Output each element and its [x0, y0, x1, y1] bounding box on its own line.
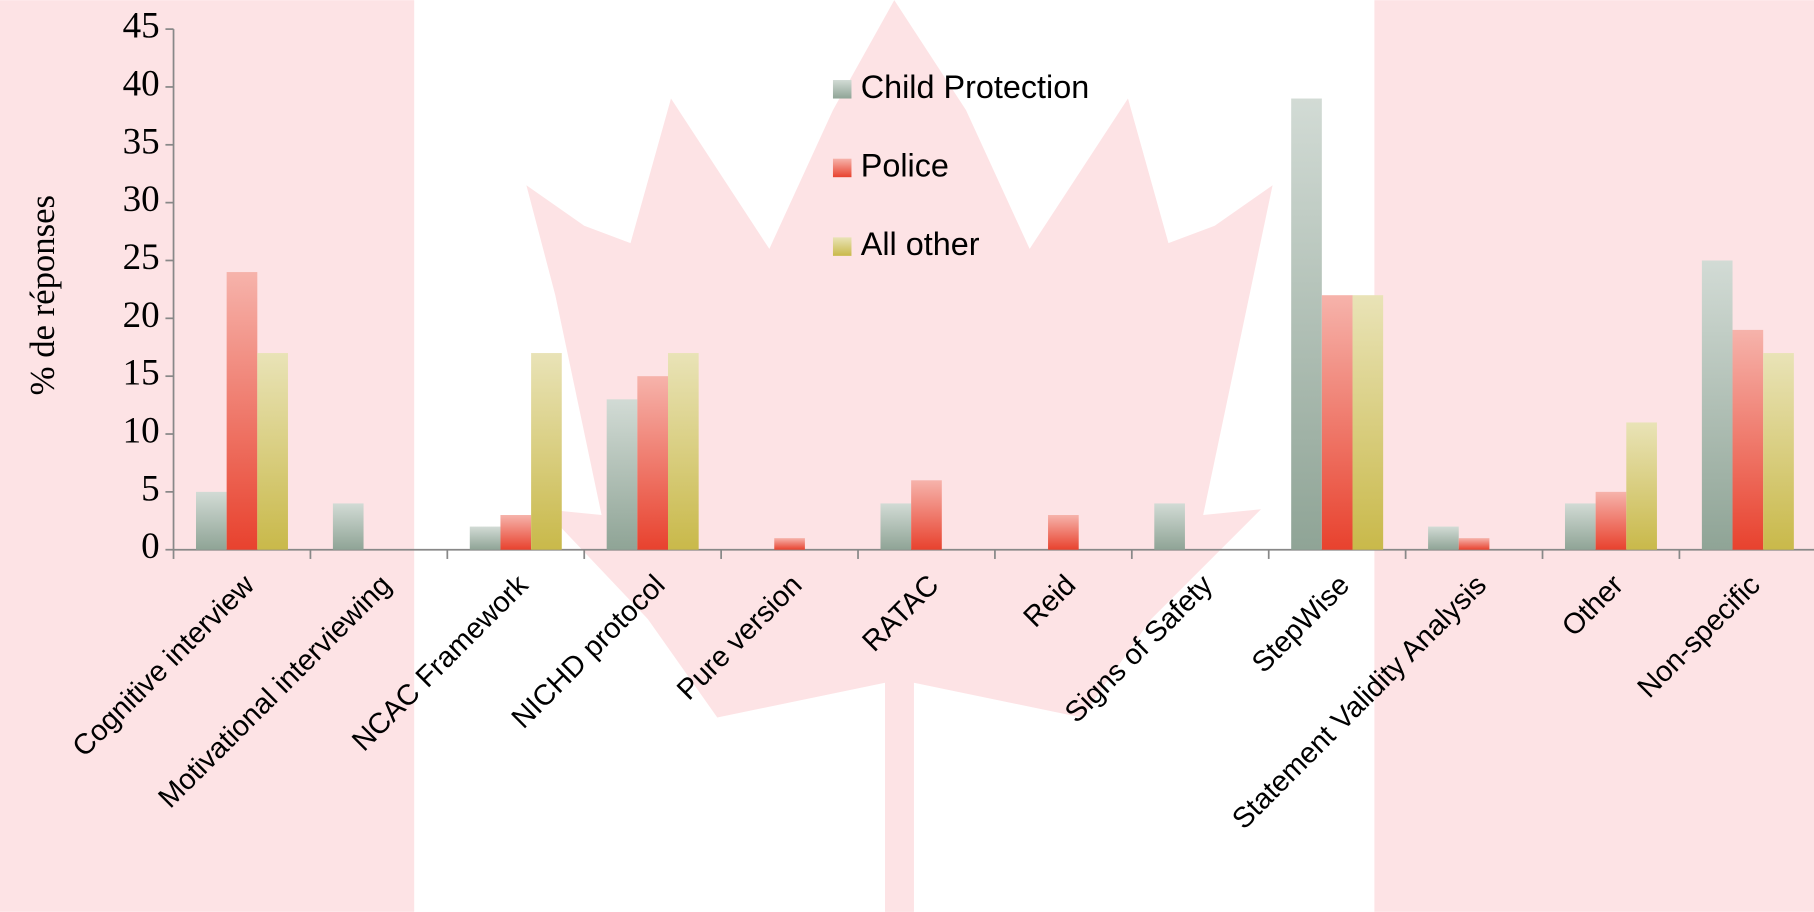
bar [637, 376, 669, 550]
bar [1048, 515, 1079, 550]
bar [226, 272, 258, 550]
bar [1428, 526, 1459, 550]
legend-swatch [832, 80, 852, 99]
bar [1732, 329, 1764, 550]
y-tick-label: 25 [123, 237, 160, 278]
y-tick-label: 10 [123, 411, 160, 452]
bar [774, 538, 805, 550]
bar [1321, 295, 1353, 550]
bar [668, 353, 699, 550]
legend-label: All other [861, 226, 980, 262]
legend-label: Police [861, 147, 949, 183]
y-tick-label: 15 [123, 353, 160, 394]
bar [257, 353, 288, 550]
y-tick-label: 35 [123, 121, 160, 162]
y-tick-label: 40 [123, 63, 160, 104]
bar [500, 515, 532, 550]
bar [1595, 491, 1627, 550]
flag-band [0, 0, 415, 912]
bar [1763, 353, 1794, 550]
y-axis-label: % de réponses [23, 195, 62, 395]
bar [1626, 422, 1657, 550]
x-tick-label: StepWise [1246, 569, 1356, 679]
bar [606, 399, 638, 550]
bar [332, 503, 364, 550]
bar [1564, 503, 1596, 550]
bar [1458, 538, 1490, 550]
bar [195, 491, 227, 550]
y-tick-label: 5 [141, 468, 160, 509]
bar [880, 503, 912, 550]
bar [531, 353, 562, 550]
y-tick-label: 20 [123, 295, 160, 336]
y-tick-label: 45 [123, 6, 160, 47]
bar [469, 526, 501, 550]
bar [1352, 295, 1384, 550]
bar [1701, 260, 1733, 550]
bar [1291, 98, 1322, 550]
legend-swatch [832, 237, 852, 256]
y-tick-label: 0 [141, 526, 160, 567]
y-tick-label: 30 [123, 179, 160, 220]
maple-leaf [526, 0, 1273, 912]
bar [1154, 503, 1185, 550]
legend-swatch [832, 158, 852, 178]
bar [911, 480, 942, 550]
legend-label: Child Protection [861, 69, 1090, 105]
